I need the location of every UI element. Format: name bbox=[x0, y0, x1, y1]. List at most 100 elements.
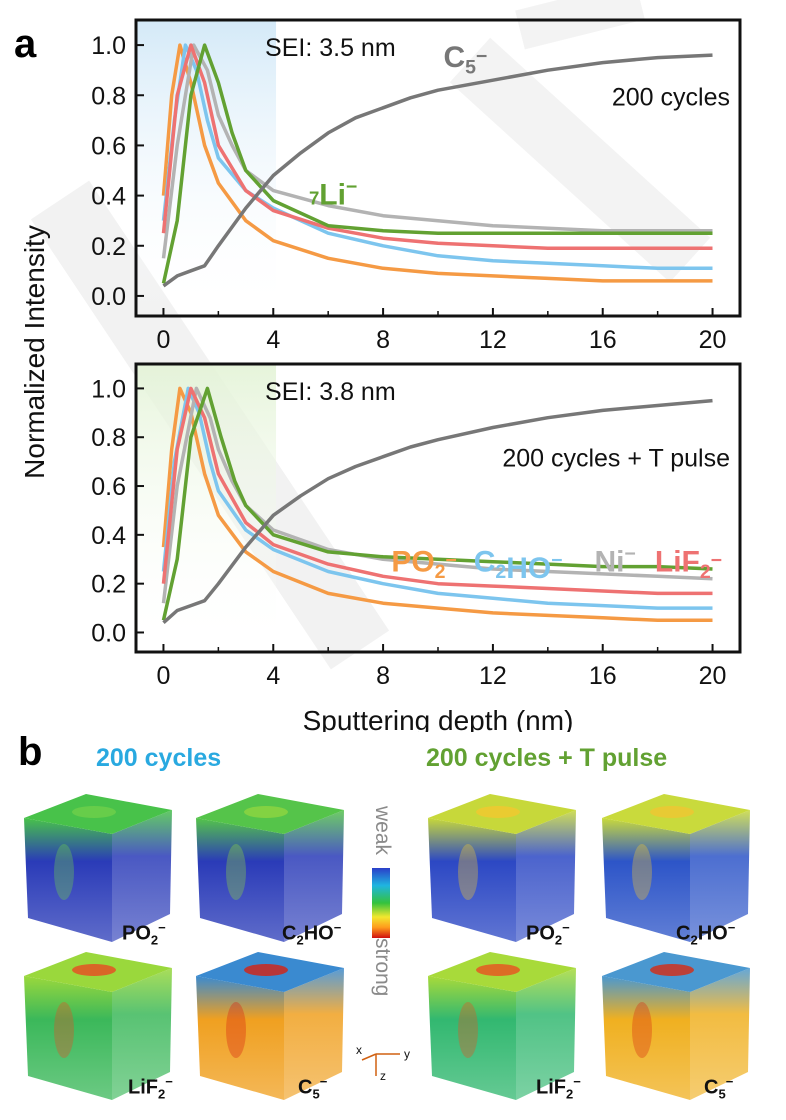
plot-frame bbox=[134, 18, 742, 318]
y-tick-label: 1.0 bbox=[91, 32, 126, 60]
y-tick-label: 0.4 bbox=[91, 522, 126, 550]
panel-a-label: a bbox=[14, 22, 37, 66]
cube-hotspot bbox=[458, 1002, 478, 1058]
series-line-LiF2− bbox=[161, 386, 713, 596]
cube-right-face bbox=[112, 968, 172, 1100]
cube-left-face bbox=[428, 976, 516, 1100]
series-line-7Li− bbox=[161, 386, 713, 621]
plot-frame bbox=[134, 362, 742, 654]
cube-label: PO2− bbox=[122, 920, 166, 948]
cube-hotspot bbox=[226, 1002, 246, 1058]
cube-label: C5− bbox=[298, 1074, 328, 1102]
panel-b-label: b bbox=[18, 730, 43, 774]
y-tick-label: 0.6 bbox=[91, 473, 126, 501]
y-tick-label: 0.4 bbox=[91, 183, 126, 211]
y-tick-label: 0.2 bbox=[91, 233, 126, 261]
cube-7 bbox=[428, 952, 576, 1100]
series-label: C5− bbox=[443, 41, 487, 79]
y-tick-label: 1.0 bbox=[91, 375, 126, 403]
cube-left-face bbox=[428, 818, 516, 942]
cube-hotspot bbox=[244, 806, 288, 818]
cube-hotspot bbox=[244, 964, 288, 976]
x-tick-label: 4 bbox=[266, 662, 280, 690]
x-tick-label: 20 bbox=[699, 326, 727, 354]
cube-hotspot bbox=[72, 806, 116, 818]
cube-label: LiF2− bbox=[536, 1074, 581, 1102]
cube-3 bbox=[428, 794, 576, 942]
cube-right-face bbox=[516, 810, 576, 942]
cube-left-face bbox=[24, 818, 112, 942]
cube-left-face bbox=[196, 818, 284, 942]
cube-5 bbox=[24, 952, 172, 1100]
cube-right-face bbox=[690, 968, 750, 1100]
cube-6 bbox=[196, 952, 344, 1100]
x-axis-label: Sputtering depth (nm) bbox=[303, 705, 574, 732]
cube-hotspot bbox=[54, 844, 74, 900]
cube-1 bbox=[24, 794, 172, 942]
cube-right-face bbox=[690, 810, 750, 942]
y-tick-label: 0.8 bbox=[91, 82, 126, 110]
y-tick-label: 0.2 bbox=[91, 571, 126, 599]
cube-left-face bbox=[602, 818, 690, 942]
cube-label: C2HO− bbox=[676, 920, 736, 948]
cube-right-face bbox=[284, 968, 344, 1100]
cube-hotspot bbox=[476, 806, 520, 818]
x-tick-label: 16 bbox=[589, 662, 617, 690]
y-axis-label: Normalized Intensity bbox=[19, 225, 50, 479]
chart-panel-b: 0.0 0.2 0.4 0.6 0.8 1.0 0 4 8 12 16 20 SEI: 3.8 nm 20… bbox=[91, 362, 742, 732]
colorbar-weak-label: weak bbox=[371, 806, 394, 856]
cube-hotspot bbox=[72, 964, 116, 976]
cube-hotspot bbox=[476, 964, 520, 976]
axes-orientation-icon: x y z bbox=[356, 1043, 410, 1083]
cube-hotspot bbox=[54, 1002, 74, 1058]
sei-annotation: SEI: 3.8 nm bbox=[265, 378, 396, 406]
axis-z-label: z bbox=[380, 1069, 386, 1083]
cube-right-face bbox=[112, 810, 172, 942]
series-label: LiF2− bbox=[655, 545, 722, 583]
cube-hotspot bbox=[632, 1002, 652, 1058]
y-tick-label: 0.0 bbox=[91, 619, 126, 647]
cube-hotspot bbox=[632, 844, 652, 900]
y-tick-label: 0.8 bbox=[91, 424, 126, 452]
cube-left-face bbox=[602, 976, 690, 1100]
x-tick-label: 8 bbox=[376, 326, 390, 354]
sei-annotation: SEI: 3.5 nm bbox=[265, 34, 396, 62]
series-label: PO2− bbox=[391, 545, 457, 583]
x-tick-label: 12 bbox=[479, 662, 507, 690]
chart-panel-a: 0.0 0.2 0.4 0.6 0.8 1.0 0 4 8 12 16 20 SEI: 3.5 nm 20… bbox=[19, 18, 742, 479]
cube-4 bbox=[602, 794, 750, 942]
x-tick-label: 16 bbox=[589, 326, 617, 354]
cube-label: C2HO− bbox=[282, 920, 342, 948]
colorbar bbox=[372, 868, 390, 938]
axis-x-label: x bbox=[356, 1043, 362, 1057]
series-line-C5− bbox=[162, 53, 713, 288]
condition-annotation: 200 cycles bbox=[612, 83, 730, 111]
x-tick-label: 0 bbox=[157, 326, 171, 354]
header-200-cycles: 200 cycles bbox=[96, 744, 222, 772]
series-line-LiF2− bbox=[161, 43, 713, 251]
series-label: C2HO− bbox=[474, 545, 563, 585]
cube-8 bbox=[602, 952, 750, 1100]
x-tick-label: 0 bbox=[157, 662, 171, 690]
cube-left-face bbox=[196, 976, 284, 1100]
cube-hotspot bbox=[458, 844, 478, 900]
x-tick-label: 12 bbox=[479, 326, 507, 354]
y-tick-label: 0.0 bbox=[91, 283, 126, 311]
series-label: Ni− bbox=[594, 543, 635, 578]
cube-right-face bbox=[516, 968, 576, 1100]
cube-hotspot bbox=[650, 964, 694, 976]
cube-label: PO2− bbox=[526, 920, 570, 948]
series-label: 7Li− bbox=[309, 176, 357, 211]
cube-left-face bbox=[24, 976, 112, 1100]
cube-right-face bbox=[284, 810, 344, 942]
series-line-C5− bbox=[162, 398, 713, 625]
x-tick-label: 8 bbox=[376, 662, 390, 690]
y-tick-label: 0.6 bbox=[91, 132, 126, 160]
cube-hotspot bbox=[650, 806, 694, 818]
cube-label: C5− bbox=[704, 1074, 734, 1102]
condition-annotation: 200 cycles + T pulse bbox=[502, 445, 730, 473]
header-200-cycles-t-pulse: 200 cycles + T pulse bbox=[426, 744, 668, 772]
series-line-7Li− bbox=[161, 43, 713, 284]
x-tick-label: 20 bbox=[699, 662, 727, 690]
cube-hotspot bbox=[226, 844, 246, 900]
